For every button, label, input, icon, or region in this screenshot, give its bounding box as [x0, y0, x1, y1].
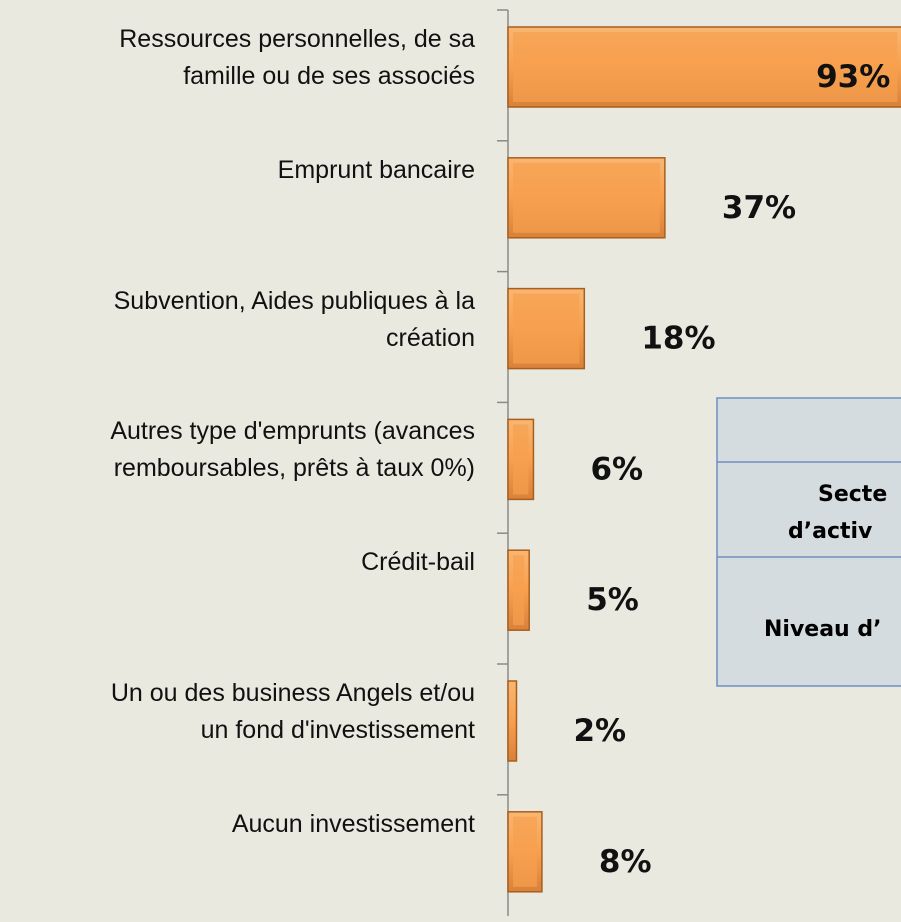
bar-bevel	[513, 32, 898, 102]
bar-bevel	[513, 162, 660, 233]
bar-bevel	[513, 424, 529, 495]
value-label: 6%	[590, 451, 643, 487]
value-label: 93%	[816, 59, 890, 95]
bar-bevel	[513, 293, 580, 364]
bar-bevel	[513, 555, 525, 626]
table-cell: Niveau d’	[764, 617, 882, 642]
category-label: Subvention, Aides publiques à la créatio…	[113, 286, 475, 352]
category-label: Emprunt bancaire	[277, 155, 475, 184]
category-label: Aucun investissement	[231, 809, 475, 838]
table-cell: Secte	[818, 482, 887, 507]
category-label: Un ou des business Angels et/ou un fond …	[110, 679, 475, 744]
table: Secte d’activ Niveau d’	[716, 397, 901, 687]
category-label: Autres type d'emprunts (avances rembours…	[110, 417, 475, 483]
value-label: 37%	[722, 190, 796, 226]
table-box	[716, 397, 901, 687]
category-label: Crédit-bail	[361, 548, 475, 577]
value-label: 18%	[641, 321, 715, 357]
category-label: Ressources personnelles, de sa famille o…	[119, 25, 475, 90]
table-cell: d’activ	[788, 519, 873, 544]
value-label: 8%	[599, 844, 652, 880]
bar-bevel	[513, 816, 537, 887]
value-label: 5%	[586, 582, 639, 618]
value-label: 2%	[573, 713, 626, 749]
bar	[507, 680, 518, 762]
